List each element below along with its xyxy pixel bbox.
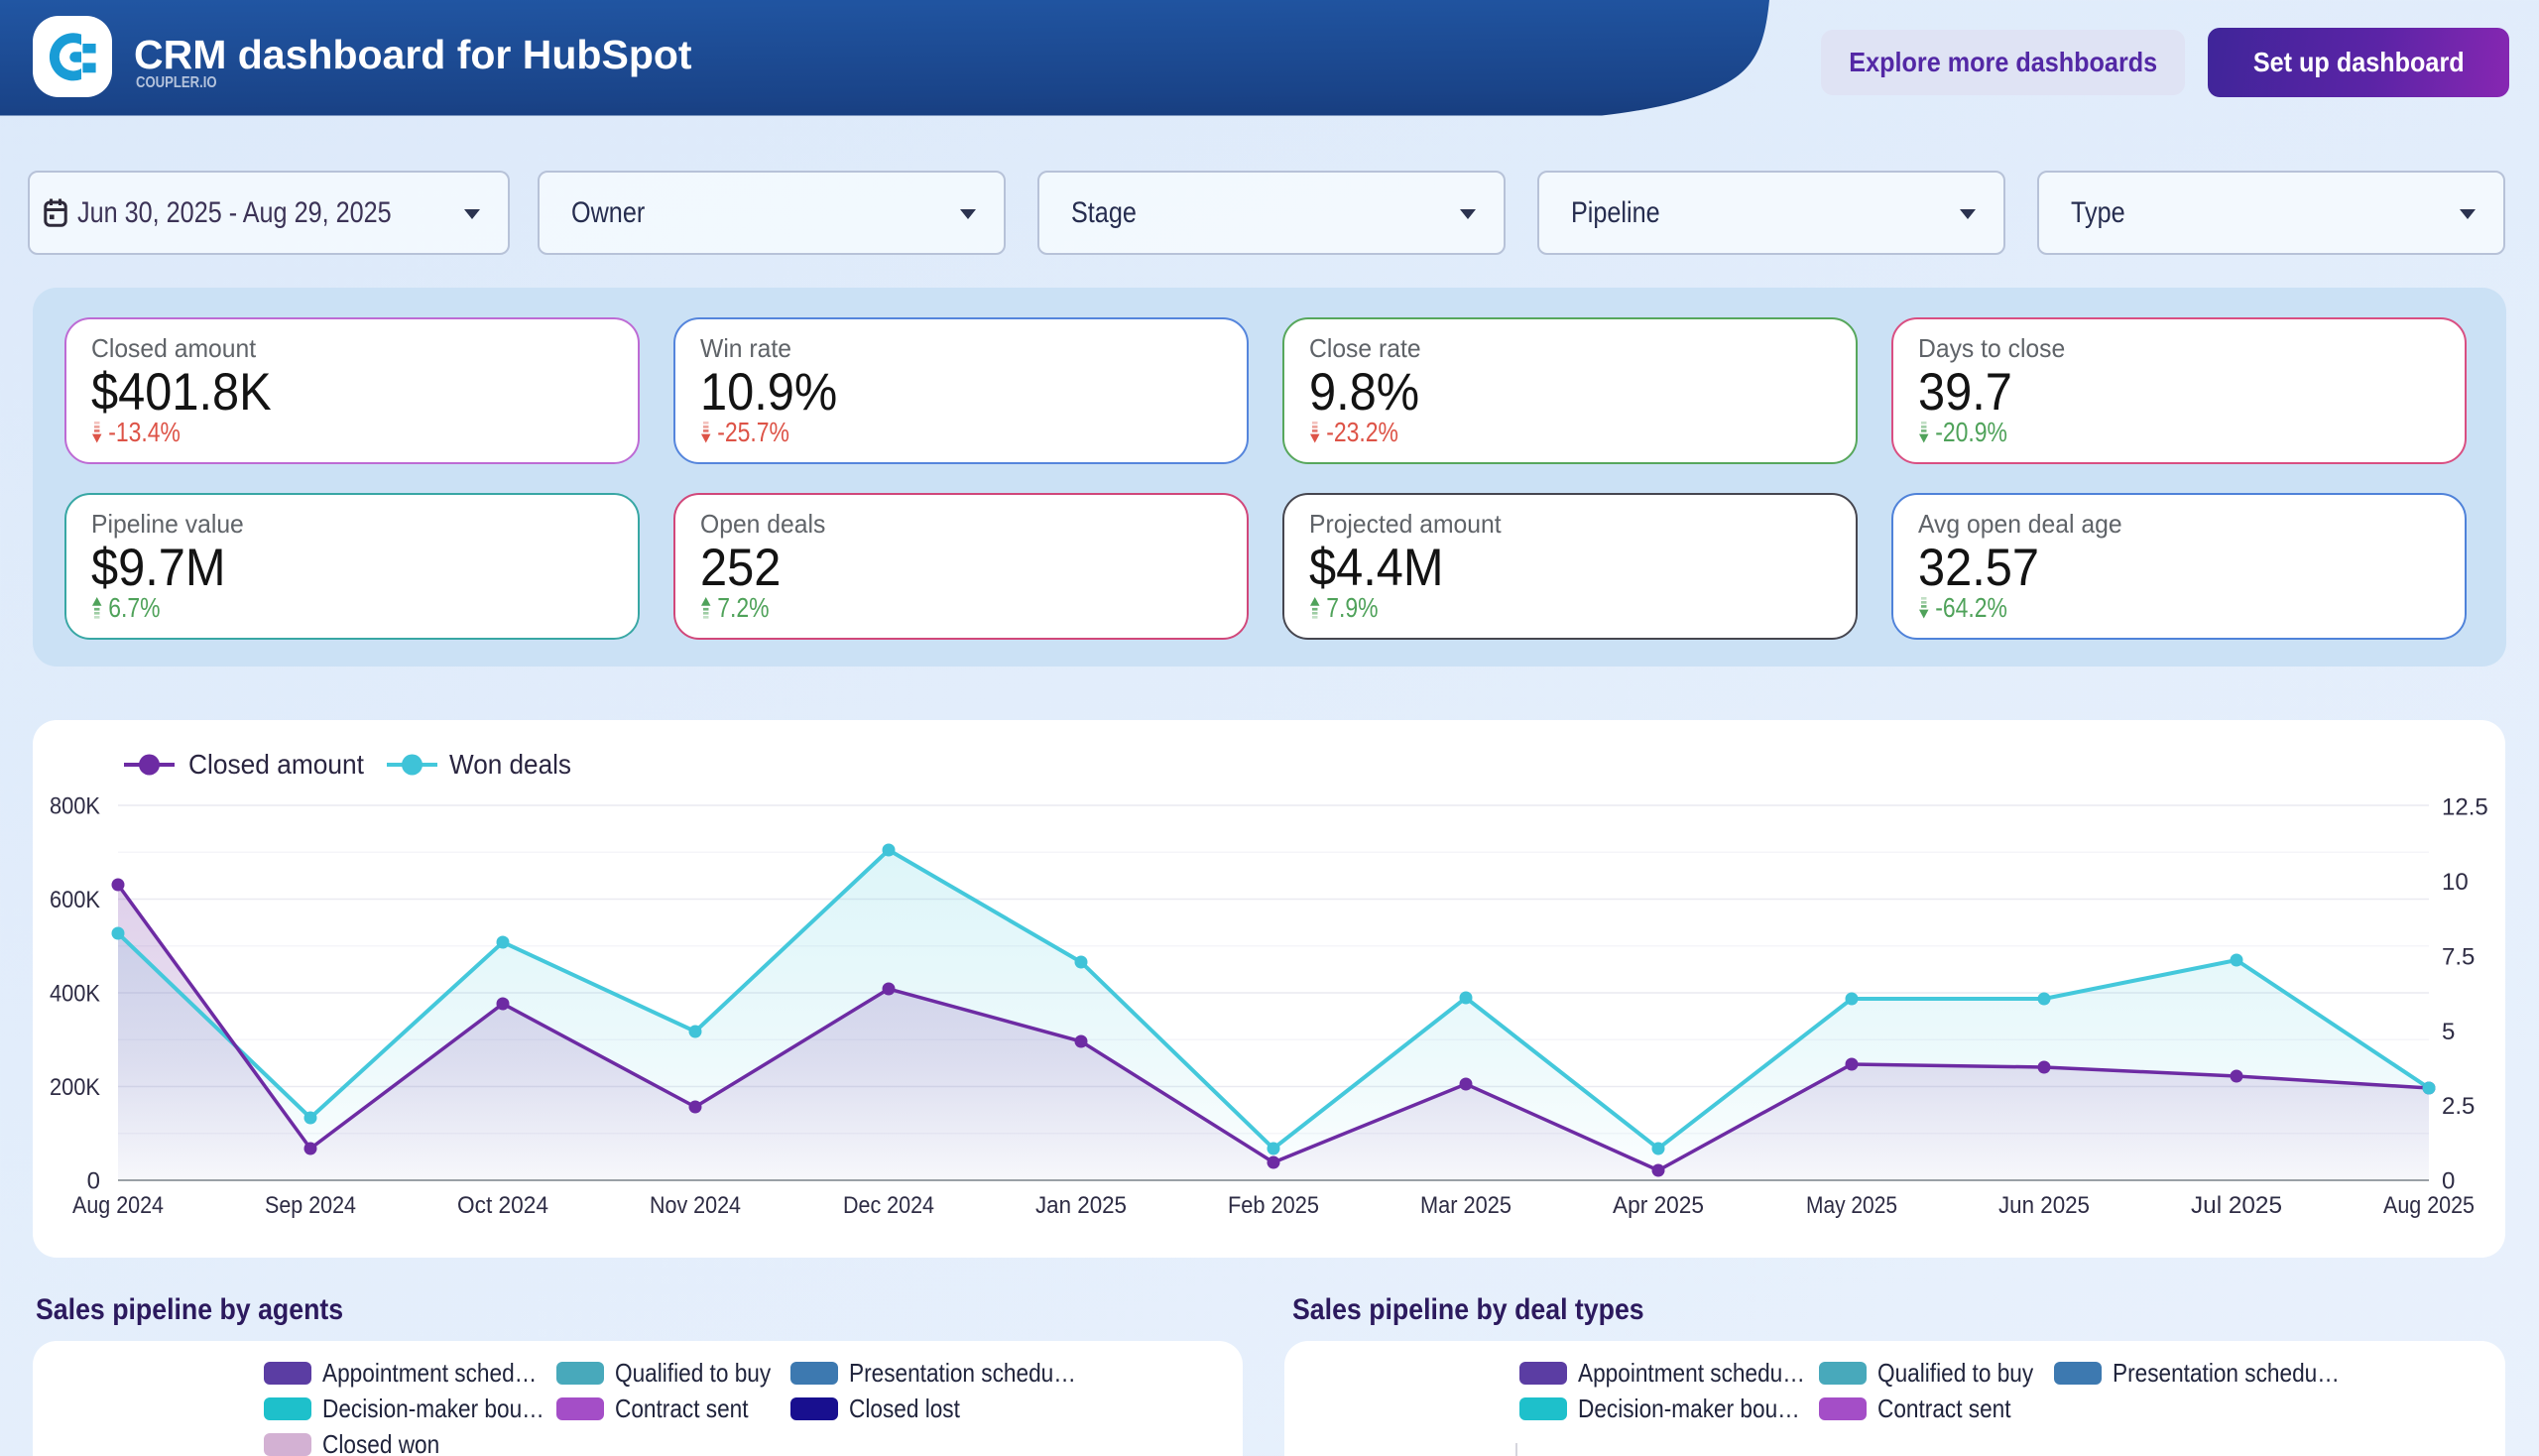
svg-text:Feb 2025: Feb 2025 bbox=[1228, 1192, 1319, 1219]
svg-text:400K: 400K bbox=[50, 981, 100, 1008]
svg-text:Jan 2025: Jan 2025 bbox=[1035, 1192, 1127, 1219]
svg-text:Closed amount: Closed amount bbox=[188, 749, 364, 780]
svg-text:Aug 2024: Aug 2024 bbox=[72, 1192, 164, 1219]
svg-text:7.5: 7.5 bbox=[2442, 943, 2475, 970]
svg-text:0: 0 bbox=[2442, 1168, 2455, 1195]
svg-text:May 2025: May 2025 bbox=[1806, 1192, 1897, 1219]
svg-text:12.5: 12.5 bbox=[2442, 794, 2488, 821]
svg-text:800K: 800K bbox=[50, 793, 100, 820]
svg-text:Jul 2025: Jul 2025 bbox=[2191, 1192, 2282, 1219]
svg-text:Sep 2024: Sep 2024 bbox=[265, 1192, 356, 1219]
svg-text:Won deals: Won deals bbox=[449, 749, 571, 780]
svg-text:Oct 2024: Oct 2024 bbox=[457, 1192, 548, 1219]
svg-text:Aug 2025: Aug 2025 bbox=[2383, 1192, 2475, 1219]
svg-text:Nov 2024: Nov 2024 bbox=[650, 1192, 741, 1219]
svg-text:200K: 200K bbox=[50, 1074, 100, 1101]
svg-text:Dec 2024: Dec 2024 bbox=[843, 1192, 934, 1219]
svg-text:5: 5 bbox=[2442, 1019, 2455, 1045]
svg-text:Jun 2025: Jun 2025 bbox=[1998, 1192, 2090, 1219]
svg-text:0: 0 bbox=[87, 1168, 100, 1195]
svg-text:600K: 600K bbox=[50, 887, 100, 913]
svg-text:Apr 2025: Apr 2025 bbox=[1613, 1192, 1704, 1219]
svg-text:10: 10 bbox=[2442, 869, 2469, 896]
svg-text:2.5: 2.5 bbox=[2442, 1093, 2475, 1120]
svg-text:Mar 2025: Mar 2025 bbox=[1420, 1192, 1511, 1219]
